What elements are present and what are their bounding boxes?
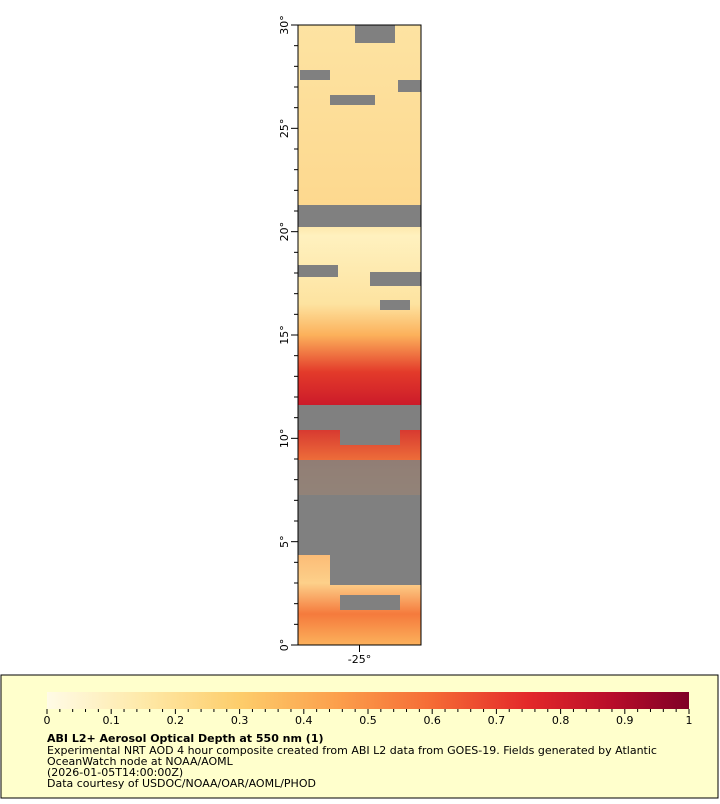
lat-tick-label: 5° — [278, 535, 291, 548]
colorbar-tick-label: 1 — [686, 714, 693, 727]
aod-field — [298, 25, 421, 645]
colorbar-tick-label: 0.3 — [231, 714, 249, 727]
lat-tick-label: 20° — [278, 222, 291, 242]
caption-line: OceanWatch node at NOAA/AOML — [47, 755, 234, 768]
caption-title: ABI L2+ Aerosol Optical Depth at 550 nm … — [47, 732, 324, 745]
colorbar-tick-label: 0.7 — [488, 714, 506, 727]
colorbar-tick-label: 0.6 — [423, 714, 441, 727]
colorbar-tick-label: 0.1 — [102, 714, 120, 727]
colorbar — [47, 692, 689, 709]
caption-line: (2026-01-05T14:00:00Z) — [47, 766, 183, 779]
colorbar-tick-label: 0.5 — [359, 714, 377, 727]
lon-tick-label: -25° — [348, 653, 371, 666]
caption-line: Experimental NRT AOD 4 hour composite cr… — [47, 744, 657, 757]
lat-tick-label: 0° — [278, 639, 291, 652]
lat-tick-label: 10° — [278, 429, 291, 449]
lat-tick-label: 30° — [278, 15, 291, 35]
colorbar-tick-label: 0 — [44, 714, 51, 727]
colorbar-tick-label: 0.9 — [616, 714, 634, 727]
lat-tick-label: 15° — [278, 325, 291, 345]
lat-tick-label: 25° — [278, 119, 291, 139]
colorbar-tick-label: 0.4 — [295, 714, 313, 727]
colorbar-tick-label: 0.8 — [552, 714, 570, 727]
caption-line: Data courtesy of USDOC/NOAA/OAR/AOML/PHO… — [47, 777, 316, 790]
colorbar-tick-label: 0.2 — [167, 714, 185, 727]
